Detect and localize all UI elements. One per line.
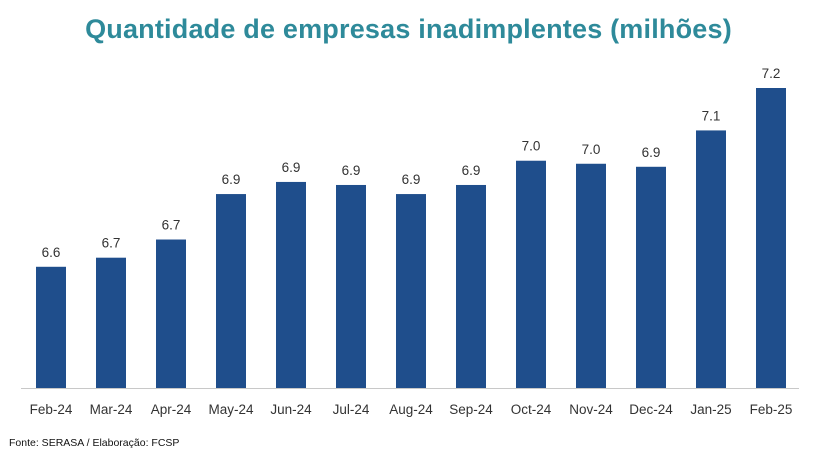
x-tick-feb-25: Feb-25 xyxy=(750,402,793,417)
bar-oct-24 xyxy=(516,160,546,388)
bar-sep-24 xyxy=(456,184,486,388)
value-label-may-24: 6.9 xyxy=(222,172,241,187)
value-label-apr-24: 6.7 xyxy=(162,218,181,233)
value-label-jan-25: 7.1 xyxy=(702,108,721,123)
value-label-oct-24: 7.0 xyxy=(522,139,541,154)
x-tick-may-24: May-24 xyxy=(208,402,254,417)
x-tick-oct-24: Oct-24 xyxy=(511,402,552,417)
x-tick-jul-24: Jul-24 xyxy=(333,402,370,417)
source-note: Fonte: SERASA / Elaboração: FCSP xyxy=(9,437,180,449)
value-label-sep-24: 6.9 xyxy=(462,163,481,178)
x-tick-dec-24: Dec-24 xyxy=(629,402,673,417)
bar-mar-24 xyxy=(96,257,126,388)
value-label-aug-24: 6.9 xyxy=(402,172,421,187)
value-label-mar-24: 6.7 xyxy=(102,236,121,251)
value-label-jul-24: 6.9 xyxy=(342,163,361,178)
value-label-jun-24: 6.9 xyxy=(282,160,301,175)
x-tick-mar-24: Mar-24 xyxy=(90,402,133,417)
x-tick-nov-24: Nov-24 xyxy=(569,402,613,417)
bar-feb-25 xyxy=(756,88,786,388)
bar-jan-25 xyxy=(696,130,726,388)
bar-aug-24 xyxy=(396,194,426,388)
value-labels-group: 6.6 6.7 6.7 6.9 6.9 6.9 6.9 6.9 7.0 7.0 6.9 7.1 7.2 xyxy=(42,66,781,260)
x-tick-labels-group: Feb-24 Mar-24 Apr-24 May-24 Jun-24 Jul-24 Aug-… xyxy=(30,402,793,417)
value-label-dec-24: 6.9 xyxy=(642,145,661,160)
x-tick-jun-24: Jun-24 xyxy=(270,402,312,417)
bar-dec-24 xyxy=(636,166,666,388)
bar-jun-24 xyxy=(276,181,306,388)
value-label-feb-24: 6.6 xyxy=(42,245,61,260)
x-tick-sep-24: Sep-24 xyxy=(449,402,493,417)
bar-jul-24 xyxy=(336,184,366,388)
bar-may-24 xyxy=(216,194,246,388)
bars-group xyxy=(36,88,786,388)
bar-feb-24 xyxy=(36,266,66,388)
value-label-nov-24: 7.0 xyxy=(582,142,601,157)
x-tick-apr-24: Apr-24 xyxy=(151,402,192,417)
bar-nov-24 xyxy=(576,163,606,388)
x-tick-jan-25: Jan-25 xyxy=(690,402,731,417)
value-label-feb-25: 7.2 xyxy=(762,66,781,81)
x-tick-feb-24: Feb-24 xyxy=(30,402,73,417)
bar-apr-24 xyxy=(156,239,186,388)
chart-title: Quantidade de empresas inadimplentes (mi… xyxy=(85,14,732,44)
x-tick-aug-24: Aug-24 xyxy=(389,402,433,417)
